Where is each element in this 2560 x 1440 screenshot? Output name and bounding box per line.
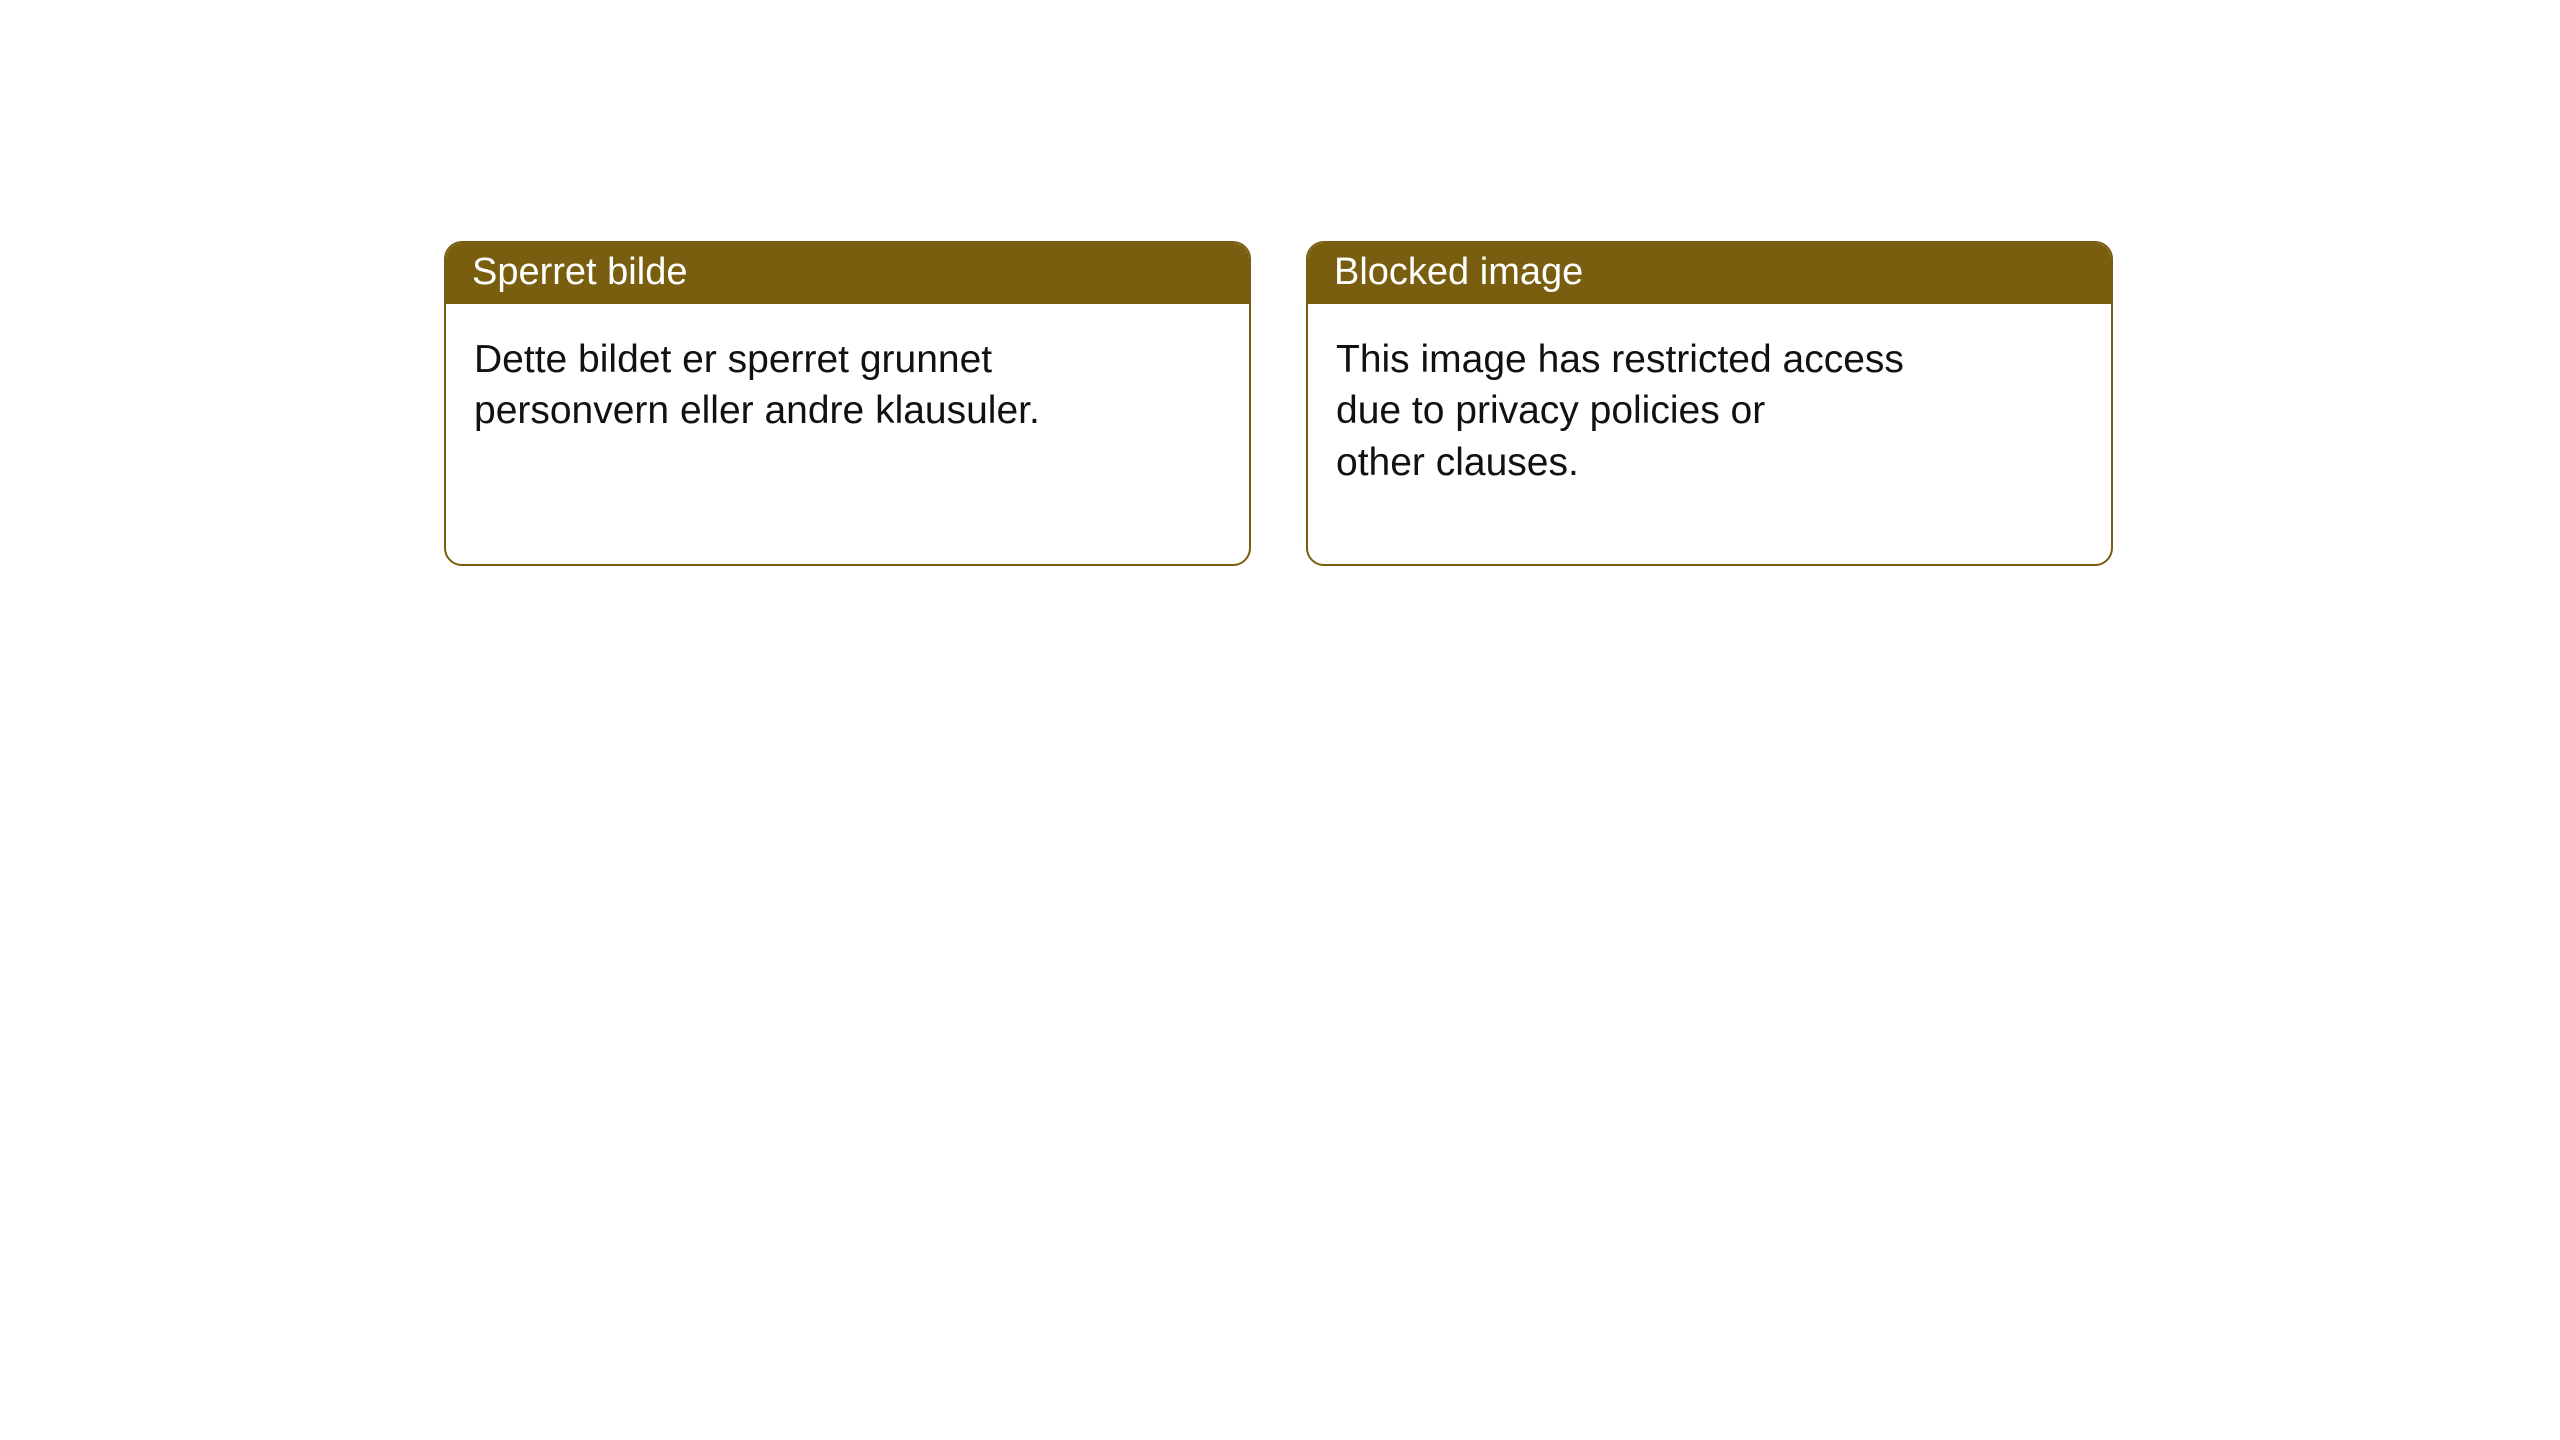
notice-body: Dette bildet er sperret grunnet personve…	[446, 304, 1249, 513]
notice-card-norwegian: Sperret bilde Dette bildet er sperret gr…	[444, 241, 1251, 566]
notice-header: Sperret bilde	[446, 243, 1249, 304]
notice-header: Blocked image	[1308, 243, 2111, 304]
notice-card-english: Blocked image This image has restricted …	[1306, 241, 2113, 566]
notice-body: This image has restricted access due to …	[1308, 304, 2111, 564]
notice-container: Sperret bilde Dette bildet er sperret gr…	[0, 0, 2560, 566]
